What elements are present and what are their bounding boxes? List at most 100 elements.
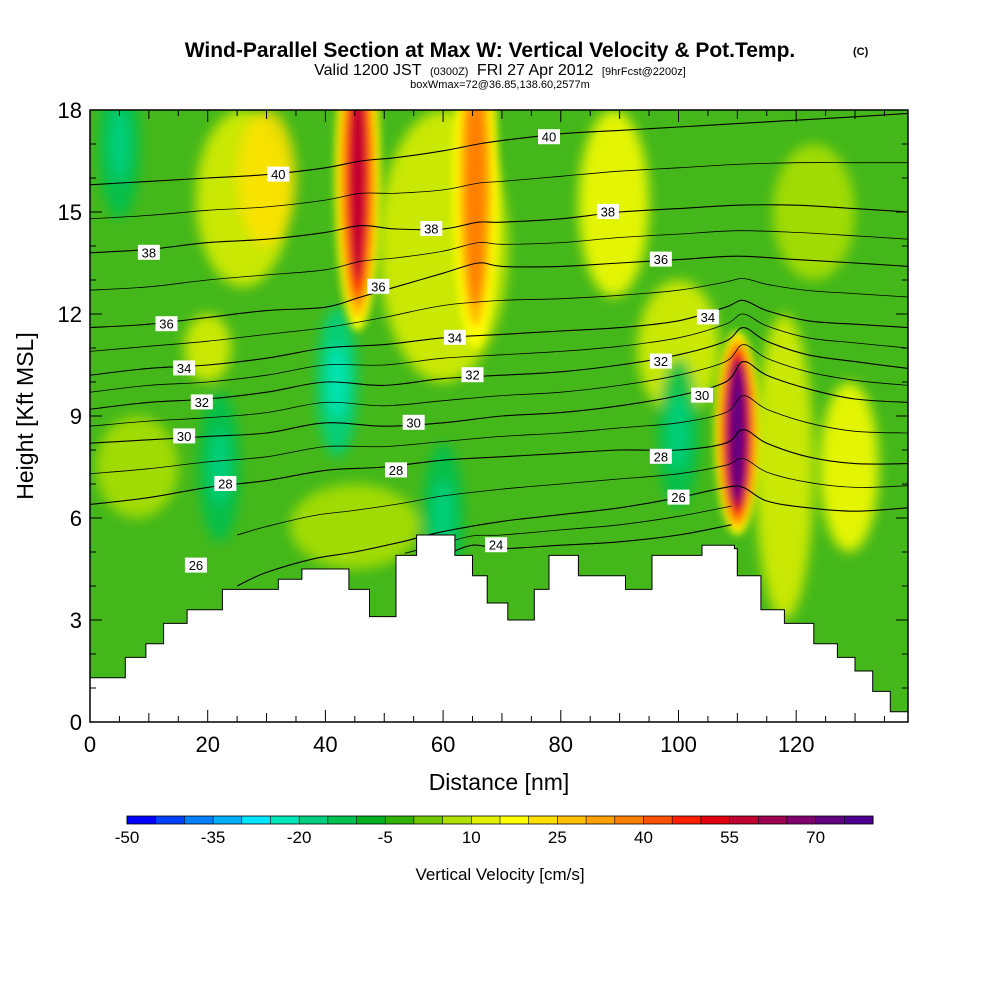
- isentrope-label-38: 38: [596, 204, 619, 220]
- isentrope-label-text: 34: [701, 310, 715, 325]
- isentrope-label-text: 38: [601, 205, 615, 220]
- isentrope-37: [90, 230, 908, 291]
- isentrope-label-38: 38: [420, 221, 443, 237]
- isentrope-label-40: 40: [538, 129, 561, 145]
- isentrope-label-text: 34: [177, 361, 191, 376]
- field-patch-1: [237, 110, 296, 246]
- colorbar-swatch: [270, 816, 300, 824]
- colorbar-swatch: [413, 816, 444, 824]
- colorbar-swatch: [643, 816, 673, 824]
- isentrope-label-box: [190, 394, 213, 410]
- isentrope-label-box: [402, 414, 425, 430]
- y-tick-label: 6: [70, 506, 82, 531]
- isentrope-label-box: [214, 476, 237, 491]
- y-tick-label: 9: [70, 404, 82, 429]
- colorbar-tick-label: 40: [634, 828, 653, 847]
- isentrope-label-36: 36: [155, 316, 178, 332]
- y-tick-label: 15: [58, 200, 82, 225]
- isentrope-label-text: 34: [448, 330, 462, 345]
- colorbar-swatch: [614, 816, 644, 824]
- field-shading: [95, 110, 879, 620]
- downdraft-inner-4: [108, 110, 131, 182]
- isentrope-label-text: 28: [389, 463, 403, 478]
- colorbar-tick-label: -5: [378, 828, 393, 847]
- isentrope-label-text: 38: [142, 245, 156, 260]
- isentrope-label-box: [696, 309, 719, 325]
- colorbar-swatch: [241, 816, 271, 824]
- x-axis-label: Distance [nm]: [429, 769, 570, 795]
- isentrope-label-box: [420, 221, 443, 236]
- x-tick-label: 20: [195, 732, 219, 757]
- isentrope-label-box: [385, 462, 408, 478]
- isentrope-label-box: [649, 251, 672, 267]
- isentrope-label-text: 26: [189, 558, 203, 573]
- colorbar-tick-label: -20: [287, 828, 312, 847]
- isentrope-28: [90, 429, 908, 505]
- isentrope-labels: 40 40 38 38 38 36 36 36 34 34 34 32 32 32 30 30 30 28 28 28…: [137, 129, 719, 573]
- isentrope-33: [90, 313, 908, 393]
- isentrope-label-box: [443, 329, 466, 345]
- isentrope-label-box: [173, 428, 196, 444]
- isentrope-label-34: 34: [696, 309, 719, 325]
- y-tick-label: 18: [58, 98, 82, 123]
- colorbar-swatch: [500, 816, 530, 824]
- isentrope-26: [236, 485, 908, 587]
- field-patch-8: [290, 484, 420, 569]
- isentrope-label-34: 34: [443, 329, 466, 345]
- isentrope-label-text: 24: [489, 538, 503, 553]
- isentrope-32: [90, 327, 908, 410]
- colorbar-swatch: [844, 816, 874, 824]
- field-patch-10: [772, 144, 856, 280]
- isentrope-label-28: 28: [649, 448, 672, 464]
- isentrope-label-box: [173, 360, 196, 376]
- isentrope-label-32: 32: [649, 353, 672, 369]
- isentrope-39: [90, 162, 908, 220]
- field-patch-6: [819, 382, 879, 552]
- isentrope-label-36: 36: [367, 278, 390, 294]
- x-tick-label: 120: [778, 732, 815, 757]
- x-tick-label: 100: [660, 732, 697, 757]
- colorbar-tick-label: 55: [720, 828, 739, 847]
- terrain-mask: [90, 534, 908, 722]
- isentrope-label-box: [485, 537, 508, 553]
- isentrope-label-28: 28: [214, 476, 237, 492]
- isentrope-27: [236, 457, 908, 536]
- colorbar-swatch: [586, 816, 616, 824]
- isentrope-label-26: 26: [667, 489, 690, 505]
- isentrope-label-text: 30: [177, 429, 191, 444]
- colorbar: -50 -35 -20 -5 10 25 40 55 70: [115, 815, 874, 847]
- isentrope-label-box: [596, 204, 619, 219]
- isentrope-label-text: 32: [465, 368, 479, 383]
- isentrope-label-box: [184, 557, 207, 573]
- downdraft-inner-3: [667, 395, 690, 471]
- colorbar-swatch: [184, 816, 214, 824]
- colorbar-swatch: [786, 816, 817, 824]
- colorbar-title: Vertical Velocity [cm/s]: [415, 865, 584, 884]
- isentrope-label-text: 38: [424, 222, 438, 237]
- colorbar-swatch: [700, 816, 731, 824]
- isentrope-label-32: 32: [190, 394, 213, 410]
- y-tick-label: 0: [70, 710, 82, 735]
- colorbar-swatch: [213, 816, 243, 824]
- isentrope-label-text: 30: [406, 415, 420, 430]
- isentrope-lines: [90, 112, 908, 587]
- colorbar-swatch: [127, 816, 157, 824]
- isentrope-label-text: 32: [195, 395, 209, 410]
- isentrope-label-box: [667, 489, 690, 505]
- isentrope-label-28: 28: [385, 462, 408, 478]
- colorbar-tick-label: 25: [548, 828, 567, 847]
- isentrope-label-text: 36: [159, 317, 173, 332]
- colorbar-swatch: [471, 816, 501, 824]
- colorbar-swatch: [528, 816, 558, 824]
- colorbar-swatch: [327, 816, 358, 824]
- isentrope-label-text: 40: [542, 130, 556, 145]
- isentrope-label-box: [649, 448, 672, 464]
- colorbar-swatch: [557, 816, 587, 824]
- chart-subtitle-box: boxWmax=72@36.85,138.60,2577m: [410, 79, 590, 91]
- isentrope-label-36: 36: [649, 251, 672, 267]
- colorbar-tick-label: 10: [462, 828, 481, 847]
- isentrope-label-text: 32: [654, 354, 668, 369]
- updraft-plumes: [334, 110, 761, 535]
- chart-subtitle: Valid 1200 JST (0300Z) FRI 27 Apr 2012 […: [314, 62, 686, 79]
